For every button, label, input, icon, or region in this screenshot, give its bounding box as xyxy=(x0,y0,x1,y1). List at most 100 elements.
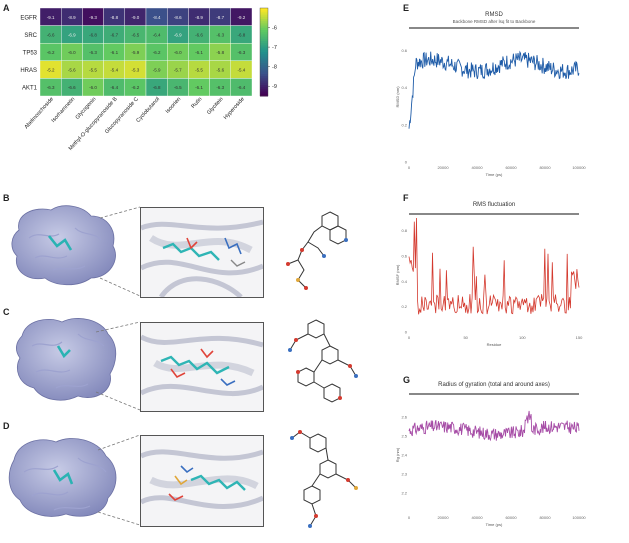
y-tick-label: 0.4 xyxy=(401,279,407,284)
plot-title: Radius of gyration (total and around axe… xyxy=(438,382,550,388)
colorbar-tick-label: -8 xyxy=(272,65,277,71)
panel-label-g: G xyxy=(403,375,411,385)
radius-of-gyration-plot: Radius of gyration (total and around axe… xyxy=(395,382,586,527)
colorbar-segment xyxy=(260,41,268,44)
plot-subtitle: Backbone RMSD after lsq fit to Backbone xyxy=(453,19,536,24)
heatmap-cell-value: -8.4 xyxy=(153,15,161,20)
plot-title: RMSD xyxy=(485,12,503,18)
colorbar-segment xyxy=(260,93,268,97)
heatmap-cell-value: -6.8 xyxy=(89,32,97,37)
heatmap-cell-value: -6.4 xyxy=(238,85,246,90)
x-tick-label: 60000 xyxy=(505,515,517,520)
heatmap-cell-value: -5.9 xyxy=(153,68,161,73)
series-line xyxy=(408,410,580,442)
series-line xyxy=(408,217,580,315)
heatmap-cell-value: -6.6 xyxy=(195,32,203,37)
heatmap-cell-value: -6.2 xyxy=(47,50,55,55)
heatmap-cell-value: -5.9 xyxy=(132,50,140,55)
panel-label-c: C xyxy=(3,307,10,317)
colorbar-segment xyxy=(260,91,268,95)
heatmap-cell-value: -6.3 xyxy=(47,85,55,90)
heatmap-cell-value: -6.1 xyxy=(110,50,118,55)
colorbar-segment xyxy=(260,54,268,57)
panel-label-e: E xyxy=(403,3,410,13)
x-tick-label: 0 xyxy=(408,335,411,340)
colorbar-segment xyxy=(260,82,268,86)
heatmap-cell-value: -6.9 xyxy=(68,32,76,37)
heatmap-cell-value: -5.7 xyxy=(174,68,182,73)
colorbar-tick-label: -9 xyxy=(272,84,277,90)
heatmap-cell-value: -6.5 xyxy=(132,32,140,37)
protein-surface-b xyxy=(11,205,116,286)
x-tick-label: 60000 xyxy=(505,165,517,170)
colorbar-segment xyxy=(260,67,268,71)
colorbar-segment xyxy=(260,74,268,77)
colorbar-segment xyxy=(260,16,268,20)
heatmap-cell-value: -6.7 xyxy=(110,32,118,37)
x-tick-label: 100000 xyxy=(572,515,586,520)
x-tick-label: 0 xyxy=(408,515,411,520)
y-axis-label: RMSD (nm) xyxy=(395,86,400,108)
plot-title: RMS fluctuation xyxy=(473,202,515,208)
y-tick-label: 0.6 xyxy=(401,254,407,259)
x-tick-label: 40000 xyxy=(471,165,483,170)
y-tick-label: 0.8 xyxy=(401,228,407,233)
colorbar-tick-label: -7 xyxy=(272,45,277,51)
protein-surface-d xyxy=(8,438,117,517)
colorbar-tick-label: -6 xyxy=(272,26,277,32)
colorbar-segment xyxy=(260,47,268,51)
y-tick-label: 2.4 xyxy=(401,453,407,458)
y-tick-label: 2.3 xyxy=(401,472,407,477)
heatmap-cell-value: -8.9 xyxy=(195,15,203,20)
colorbar-segment xyxy=(260,12,268,16)
y-tick-label: 2.5 xyxy=(401,434,407,439)
x-tick-label: 50 xyxy=(463,335,468,340)
heatmap-cell-value: -6.3 xyxy=(238,50,246,55)
colorbar-segment xyxy=(260,19,268,22)
protein-surface-c xyxy=(16,318,117,401)
panel-label-d: D xyxy=(3,421,10,431)
heatmap-cell-value: -6.1 xyxy=(195,85,203,90)
x-tick-label: 80000 xyxy=(539,165,551,170)
heatmap-cell-value: -6.6 xyxy=(68,85,76,90)
heatmap-cell-value: -5.8 xyxy=(216,50,224,55)
colorbar-segment xyxy=(260,76,268,79)
heatmap-row-label: EGFR xyxy=(20,15,37,21)
colorbar-segment xyxy=(260,36,268,40)
heatmap-cell-value: -6.4 xyxy=(110,85,118,90)
heatmap-cell-value: -6.3 xyxy=(216,32,224,37)
heatmap-cell-value: -6.2 xyxy=(153,50,161,55)
heatmap-cell-value: -6.3 xyxy=(89,50,97,55)
y-tick-label: 0.2 xyxy=(401,122,407,127)
panel-label-f: F xyxy=(403,193,409,203)
colorbar-segment xyxy=(260,71,268,75)
colorbar-segment xyxy=(260,30,268,33)
x-tick-label: 40000 xyxy=(471,515,483,520)
colorbar-segment xyxy=(260,49,268,53)
heatmap-row-label: TP53 xyxy=(23,51,38,57)
heatmap-cell-value: -6.5 xyxy=(174,85,182,90)
colorbar-segment xyxy=(260,23,268,27)
heatmap-cell-value: -9.2 xyxy=(238,15,246,20)
docking-heatmap: EGFR -9.1 -8.9 -9.3 -8.8 -9.0 -8.4 -8.6 -8.9 -8.7… xyxy=(20,7,277,152)
colorbar-segment xyxy=(260,38,268,42)
colorbar-segment xyxy=(260,8,268,11)
x-tick-label: 80000 xyxy=(539,515,551,520)
series-line xyxy=(408,50,580,129)
x-axis-label: Residue xyxy=(487,342,502,347)
heatmap-row-label: SRC xyxy=(24,33,37,39)
y-tick-label: 2.2 xyxy=(401,491,407,496)
heatmap-cell-value: -5.4 xyxy=(110,68,118,73)
heatmap-cell-value: -6.8 xyxy=(238,32,246,37)
binding-site-zoom-c xyxy=(140,322,264,412)
ligand-2d-diagram-b xyxy=(286,211,348,290)
heatmap-row-label: HRAS xyxy=(20,68,37,74)
colorbar-segment xyxy=(260,78,268,82)
rmsf-plot: RMS fluctuation 0.8 0.6 0.4 0.2 00 50 100 150 RMS… xyxy=(395,202,583,347)
y-tick-label: 0.4 xyxy=(401,85,407,90)
colorbar-segment xyxy=(260,14,268,18)
y-axis-label: Rg (nm) xyxy=(395,447,400,462)
colorbar-segment xyxy=(260,85,268,88)
